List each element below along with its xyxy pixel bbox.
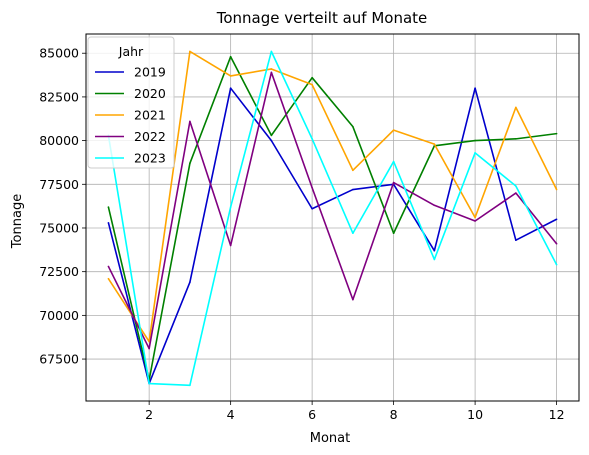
data-point-2019 xyxy=(311,207,313,210)
x-tick-label: 8 xyxy=(390,407,398,422)
data-point-2023 xyxy=(474,152,476,154)
data-point-2022 xyxy=(474,220,476,222)
x-tick-label: 6 xyxy=(308,407,316,422)
data-point-2022 xyxy=(515,192,517,194)
x-tick-label: 4 xyxy=(227,407,235,422)
legend-label-2019: 2019 xyxy=(134,65,166,80)
data-point-2019 xyxy=(107,221,110,224)
data-point-2021 xyxy=(270,68,273,70)
y-tick-label: 67500 xyxy=(39,352,79,367)
y-tick-label: 85000 xyxy=(39,46,79,61)
y-tick-label: 72500 xyxy=(39,264,79,279)
data-point-2020 xyxy=(515,138,517,140)
y-axis-title: Tonnage xyxy=(10,194,25,249)
data-point-2021 xyxy=(352,169,354,172)
data-point-2022 xyxy=(229,244,232,247)
legend-label-2022: 2022 xyxy=(134,129,166,144)
data-point-2023 xyxy=(555,263,558,266)
y-tick-label: 70000 xyxy=(39,308,79,323)
data-point-2022 xyxy=(392,181,395,184)
x-axis-title: Monat xyxy=(310,431,350,446)
legend-box xyxy=(87,36,175,169)
y-tick-label: 80000 xyxy=(39,133,79,148)
data-point-2021 xyxy=(474,216,476,219)
data-point-2019 xyxy=(433,249,436,252)
data-point-2021 xyxy=(515,106,517,109)
data-point-2020 xyxy=(189,162,191,165)
data-point-2022 xyxy=(555,242,558,245)
data-point-2023 xyxy=(392,160,395,163)
legend-label-2021: 2021 xyxy=(134,108,166,123)
data-point-2022 xyxy=(270,71,273,74)
legend-label-2020: 2020 xyxy=(134,86,166,101)
data-point-2019 xyxy=(229,87,232,89)
series-line-2020 xyxy=(107,55,557,381)
data-point-2019 xyxy=(515,239,517,242)
x-tick-label: 12 xyxy=(549,407,565,422)
data-point-2022 xyxy=(311,186,313,189)
data-point-2022 xyxy=(189,120,191,123)
series-line-2023 xyxy=(107,50,558,387)
data-point-2023 xyxy=(433,258,436,261)
data-point-2021 xyxy=(433,143,436,145)
data-point-2023 xyxy=(311,138,313,140)
series-line-2022 xyxy=(107,71,558,350)
data-point-2019 xyxy=(352,188,354,191)
data-point-2021 xyxy=(189,50,191,53)
y-tick-label: 82500 xyxy=(39,89,79,104)
series-line-2019 xyxy=(107,87,557,385)
data-point-2022 xyxy=(148,347,150,350)
x-axis: 2 4 6 8 10 12 xyxy=(145,401,565,422)
legend-label-2023: 2023 xyxy=(134,151,166,166)
legend: Jahr 2019 2020 2021 2022 2023 xyxy=(87,36,175,169)
data-point-2021 xyxy=(392,129,395,131)
series-line-2021 xyxy=(107,50,558,343)
data-point-2021 xyxy=(107,277,110,280)
data-point-2020 xyxy=(107,206,110,208)
series-lines xyxy=(107,50,558,387)
data-point-2021 xyxy=(229,75,232,77)
data-point-2020 xyxy=(270,134,273,137)
data-point-2019 xyxy=(270,139,273,142)
data-point-2023 xyxy=(148,382,150,385)
data-point-2023 xyxy=(270,50,273,53)
y-axis: 67500 70000 72500 75000 77500 80000 82500 85000 xyxy=(39,46,86,367)
data-point-2020 xyxy=(555,132,558,135)
data-point-2022 xyxy=(107,265,110,268)
data-point-2022 xyxy=(352,298,354,301)
x-tick-label: 10 xyxy=(467,407,483,422)
data-point-2021 xyxy=(555,188,558,191)
data-point-2023 xyxy=(515,185,517,187)
data-point-2023 xyxy=(352,232,354,235)
data-point-2022 xyxy=(433,204,436,207)
plot-frame xyxy=(85,33,580,402)
data-point-2020 xyxy=(229,55,232,58)
data-point-2019 xyxy=(474,87,476,89)
data-point-2023 xyxy=(189,384,191,387)
data-point-2020 xyxy=(392,232,395,235)
chart-title: Tonnage verteilt auf Monate xyxy=(216,9,428,27)
data-point-2020 xyxy=(352,125,354,128)
data-point-2020 xyxy=(311,76,313,79)
data-point-2019 xyxy=(189,281,191,283)
data-point-2021 xyxy=(311,83,313,86)
legend-title: Jahr xyxy=(118,44,144,59)
data-point-2023 xyxy=(229,206,232,208)
data-point-2019 xyxy=(555,218,558,221)
data-point-2020 xyxy=(474,139,476,142)
y-tick-label: 75000 xyxy=(39,220,79,235)
y-tick-label: 77500 xyxy=(39,177,79,192)
x-tick-label: 2 xyxy=(145,407,153,422)
